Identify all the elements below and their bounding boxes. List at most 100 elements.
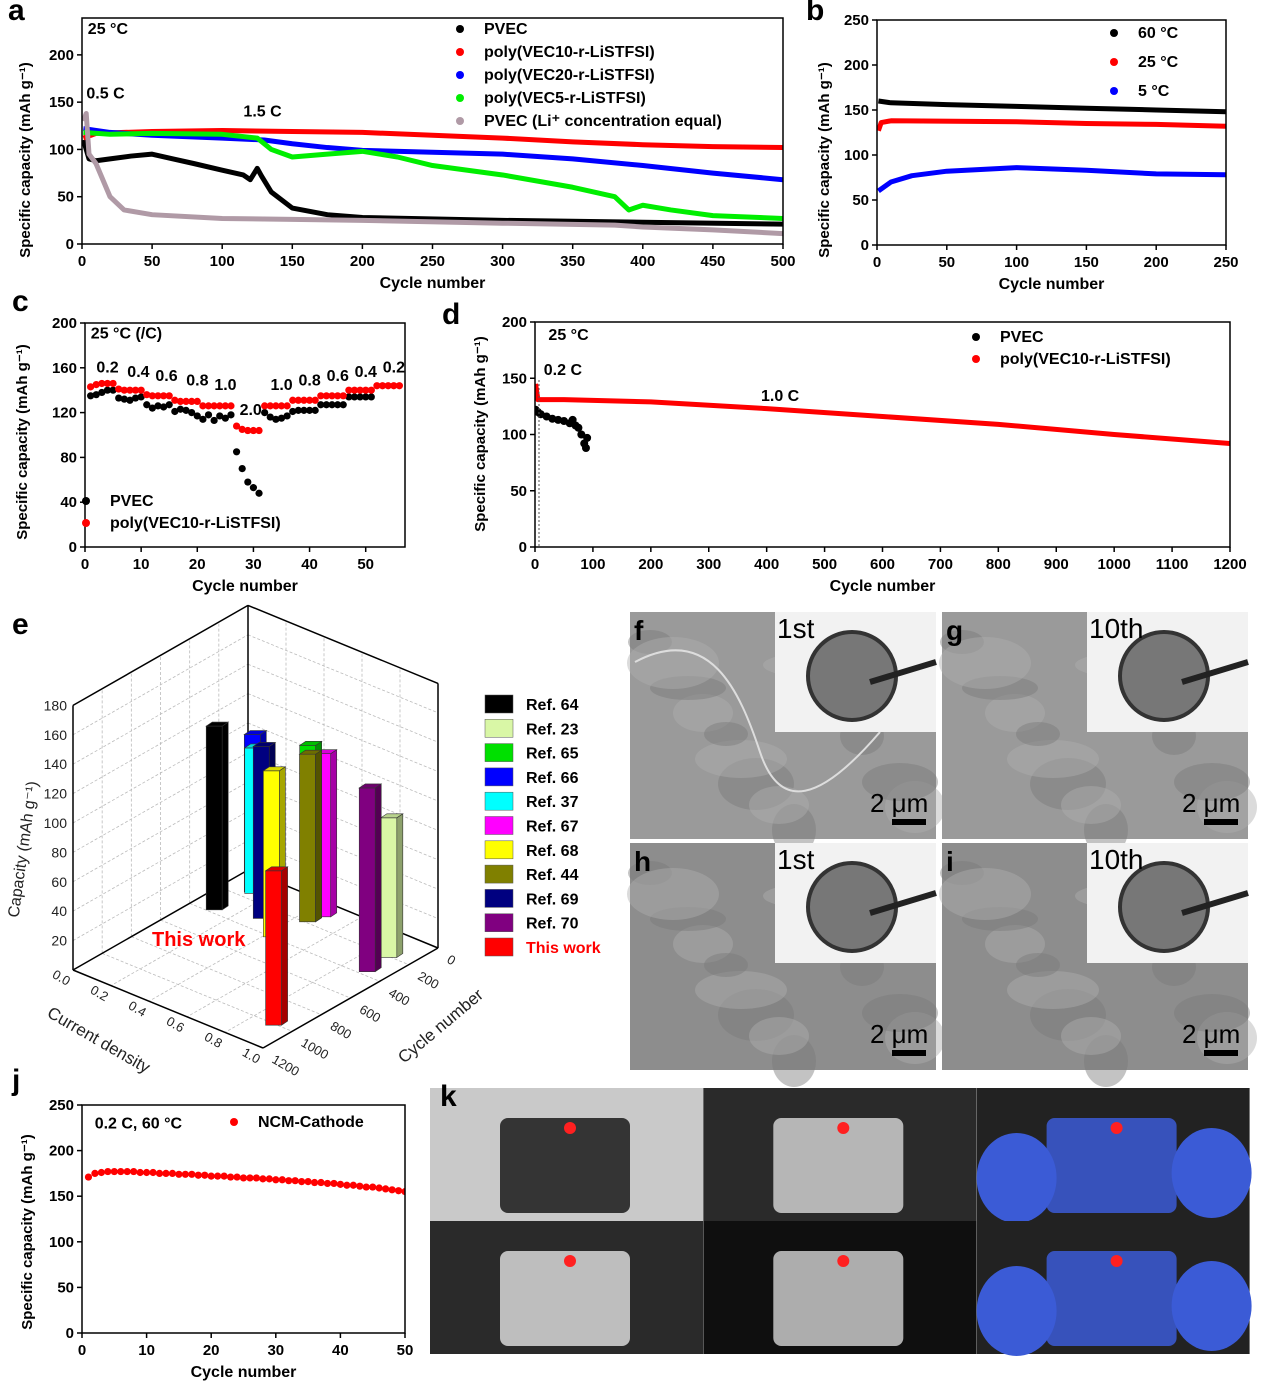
data-point bbox=[367, 393, 375, 401]
annotation: 0.2 C, 60 °C bbox=[95, 1116, 183, 1133]
y-tick-label: 50 bbox=[57, 189, 74, 206]
bar-side bbox=[281, 866, 288, 1026]
data-point bbox=[300, 396, 308, 404]
sem-texture bbox=[627, 868, 719, 920]
x-tick-label: 0.8 bbox=[202, 1029, 225, 1051]
legend-label: Ref. 66 bbox=[526, 770, 579, 787]
plot-area bbox=[877, 98, 1226, 194]
sem-texture bbox=[1016, 722, 1060, 746]
data-point bbox=[216, 402, 224, 410]
series-line bbox=[82, 111, 783, 237]
grid-line bbox=[247, 634, 439, 714]
glove bbox=[976, 1133, 1057, 1223]
data-point bbox=[350, 393, 359, 401]
data-point bbox=[394, 1187, 403, 1195]
data-point bbox=[188, 409, 196, 417]
tweezers bbox=[1181, 890, 1249, 916]
data-point bbox=[143, 1168, 151, 1177]
legend-label: Ref. 68 bbox=[526, 843, 579, 860]
legend-swatch bbox=[484, 816, 514, 835]
x-tick-label: 300 bbox=[490, 253, 515, 270]
data-point bbox=[188, 397, 196, 405]
data-point bbox=[369, 1183, 377, 1191]
grid-line bbox=[224, 932, 401, 1033]
legend-label: 60 °C bbox=[1138, 25, 1179, 42]
z-tick-label: 160 bbox=[44, 727, 68, 743]
sem-texture bbox=[1030, 989, 1106, 1041]
legend-swatch bbox=[484, 913, 514, 932]
plot-area bbox=[535, 383, 1230, 452]
y-tick-label: 150 bbox=[844, 102, 869, 119]
data-point bbox=[298, 1178, 306, 1186]
sem-texture bbox=[628, 861, 672, 885]
y-tick-label: 0 bbox=[861, 237, 869, 254]
x-tick-label: 0.0 bbox=[50, 967, 73, 989]
cycle-label: 1st bbox=[777, 844, 815, 875]
series-1 bbox=[535, 383, 1230, 446]
data-point bbox=[176, 397, 185, 405]
panel-letter-j: j bbox=[12, 1064, 21, 1097]
sem-texture bbox=[939, 637, 1031, 689]
legend-label: poly(VEC10-r-LiSTFSI) bbox=[1000, 351, 1171, 368]
photo-led-demo-6 bbox=[976, 1221, 1252, 1356]
chart-a: 0 50 100 150 200 250 300 350 400 450 500 0 50 100 150 2… bbox=[17, 17, 796, 292]
annotation: 0.2 bbox=[383, 359, 405, 376]
bar-top bbox=[264, 866, 289, 872]
data-point bbox=[87, 383, 95, 391]
data-point bbox=[109, 386, 117, 394]
data-point bbox=[238, 465, 246, 473]
x-tick-label: 50 bbox=[938, 254, 955, 271]
plot-frame bbox=[81, 1104, 406, 1334]
data-point bbox=[339, 401, 347, 409]
grid-line bbox=[131, 936, 322, 1016]
data-point bbox=[328, 392, 336, 400]
x-tick-label: 1100 bbox=[1156, 556, 1189, 573]
z-tick-label: 80 bbox=[51, 844, 67, 860]
x-tick-label: 50 bbox=[397, 1342, 414, 1359]
data-point bbox=[317, 392, 325, 400]
data-point bbox=[98, 388, 106, 397]
sem-texture bbox=[673, 925, 733, 963]
y-tick-label: 250 bbox=[49, 1097, 74, 1114]
legend-label: 5 °C bbox=[1138, 83, 1170, 100]
legend-marker bbox=[1110, 87, 1118, 95]
legend-marker bbox=[1110, 29, 1118, 37]
data-point bbox=[162, 1169, 170, 1177]
x-axis-label: Cycle number bbox=[999, 276, 1105, 293]
legend-label: This work bbox=[526, 940, 601, 957]
x-tick-label: 100 bbox=[210, 253, 235, 270]
chart-c: 0 10 20 30 40 50 0 40 80 120 160 200 Cycle number Spe… bbox=[14, 315, 406, 595]
data-point bbox=[149, 1168, 157, 1177]
cycle-label: 10th bbox=[1089, 844, 1144, 875]
x-tick-label: 0.2 bbox=[88, 982, 111, 1004]
data-point bbox=[175, 1170, 183, 1178]
x-tick-label: 50 bbox=[357, 556, 374, 573]
data-point bbox=[232, 448, 241, 456]
data-point bbox=[103, 379, 112, 388]
legend-marker bbox=[82, 497, 90, 505]
data-point bbox=[382, 1185, 390, 1193]
bar-ref-64 bbox=[205, 721, 230, 911]
sem-texture bbox=[650, 676, 726, 700]
x-tick-label: 0 bbox=[78, 253, 86, 270]
data-point bbox=[249, 484, 258, 492]
bar-front bbox=[358, 787, 376, 972]
data-point bbox=[322, 401, 331, 409]
grid-line bbox=[247, 693, 439, 772]
grid-line bbox=[247, 663, 439, 743]
data-point bbox=[249, 426, 258, 435]
sem-texture bbox=[985, 925, 1045, 963]
legend-label: Ref. 67 bbox=[526, 819, 579, 836]
panel-letter: g bbox=[946, 615, 963, 646]
y-tick-label: 50 bbox=[852, 192, 869, 209]
data-point bbox=[120, 395, 128, 403]
bar-ref-44 bbox=[298, 749, 323, 923]
series-line bbox=[82, 139, 783, 227]
axis-line bbox=[72, 604, 249, 707]
y-tick-label: 80 bbox=[60, 449, 77, 466]
grid-line bbox=[160, 919, 351, 999]
legend-label: Ref. 65 bbox=[526, 746, 579, 763]
tweezers bbox=[869, 659, 937, 685]
data-point bbox=[356, 393, 364, 401]
bar-top bbox=[252, 742, 277, 747]
